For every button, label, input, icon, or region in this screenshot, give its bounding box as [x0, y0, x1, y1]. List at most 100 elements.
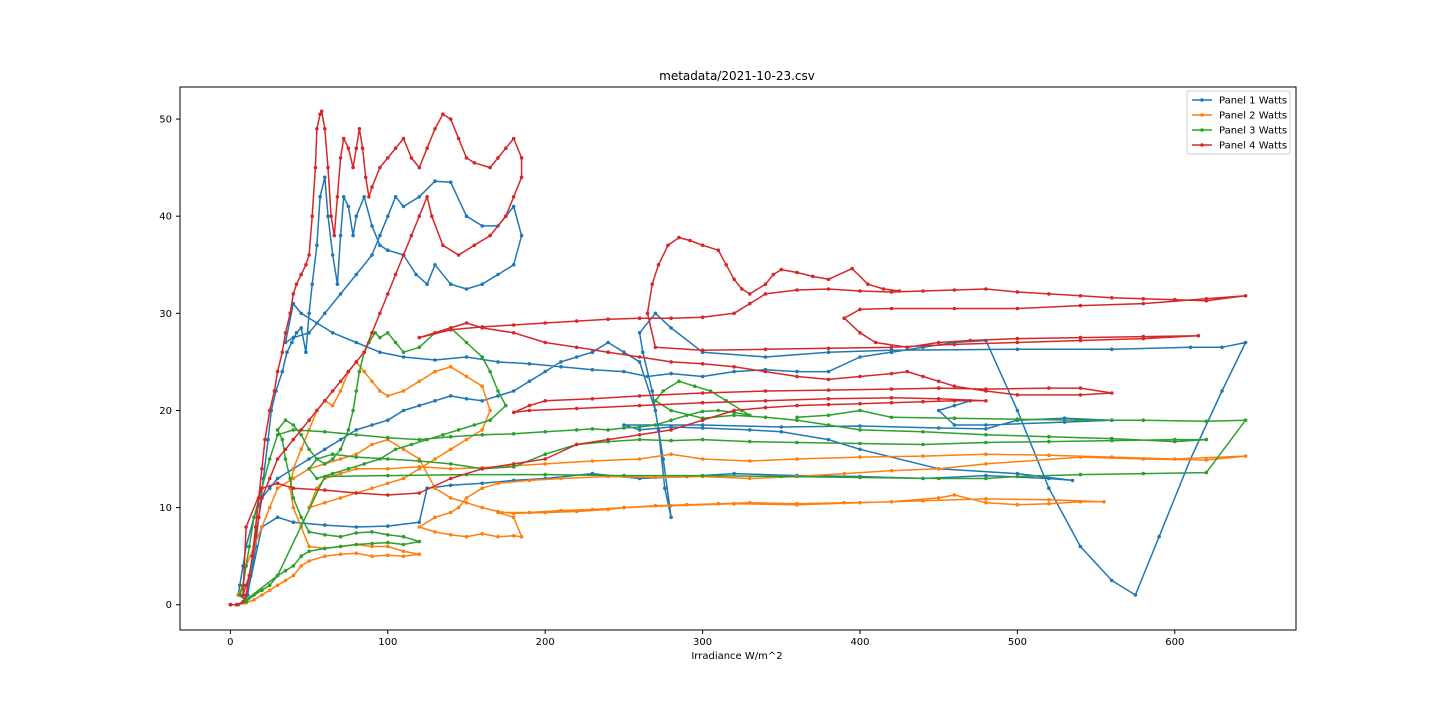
data-point: [795, 457, 799, 461]
data-point: [889, 500, 894, 504]
data-point: [464, 374, 469, 379]
data-point: [826, 437, 831, 442]
data-point: [330, 253, 335, 257]
data-point: [338, 156, 343, 160]
data-point: [842, 316, 846, 321]
data-point: [393, 195, 398, 199]
data-point: [700, 374, 705, 379]
data-point: [543, 369, 547, 374]
data-point: [464, 534, 469, 539]
data-point: [313, 165, 318, 170]
data-point: [952, 306, 957, 311]
data-point: [250, 554, 255, 558]
data-point: [936, 379, 941, 384]
data-point: [889, 387, 894, 391]
data-point: [315, 243, 319, 248]
data-point: [280, 369, 285, 374]
data-point: [290, 340, 294, 345]
data-point: [1204, 297, 1209, 301]
data-point: [338, 447, 343, 452]
data-point: [338, 496, 343, 500]
data-point: [1015, 417, 1020, 422]
data-point: [367, 195, 371, 199]
data-point: [299, 311, 304, 316]
data-point: [622, 423, 626, 427]
data-point: [700, 391, 705, 395]
data-point: [511, 331, 516, 335]
data-point: [386, 467, 390, 471]
data-point: [370, 530, 374, 534]
data-point: [700, 426, 705, 430]
data-point: [511, 410, 516, 415]
data-point: [936, 340, 941, 345]
data-point: [653, 399, 658, 403]
data-point: [291, 292, 296, 296]
data-point: [433, 486, 437, 491]
data-point: [283, 418, 288, 423]
data-point: [346, 467, 351, 471]
data-point: [763, 389, 768, 393]
data-point: [732, 413, 736, 418]
data-point: [700, 409, 705, 414]
data-point: [318, 195, 322, 199]
data-point: [393, 447, 398, 452]
data-point: [378, 165, 382, 170]
data-point: [519, 156, 524, 160]
data-point: [378, 457, 382, 461]
data-point: [393, 146, 398, 150]
data-point: [370, 224, 374, 228]
data-point: [323, 546, 327, 551]
data-point: [283, 331, 288, 335]
data-point: [1204, 419, 1209, 424]
data-point: [543, 452, 547, 457]
y-tick-label: 40: [159, 212, 172, 223]
data-point: [650, 282, 654, 287]
data-point: [763, 405, 768, 410]
data-point: [496, 394, 500, 398]
data-point: [606, 350, 610, 355]
data-point: [574, 428, 579, 432]
data-point: [1047, 501, 1051, 506]
data-point: [275, 515, 280, 520]
data-point: [543, 340, 547, 345]
data-point: [357, 369, 362, 374]
data-point: [425, 282, 429, 287]
data-point: [645, 311, 650, 316]
data-point: [826, 287, 831, 291]
data-point: [433, 457, 437, 461]
data-point: [267, 505, 272, 510]
data-point: [732, 277, 736, 282]
data-point: [1078, 500, 1083, 504]
data-point: [338, 379, 343, 384]
data-point: [260, 588, 264, 592]
data-point: [241, 600, 245, 604]
data-point: [653, 408, 658, 413]
data-point: [401, 389, 406, 393]
data-point: [378, 233, 382, 238]
data-point: [370, 554, 374, 558]
legend-label: Panel 3 Watts: [1219, 126, 1287, 137]
data-point: [1078, 303, 1083, 308]
data-point: [386, 292, 390, 296]
legend-marker: [1200, 128, 1204, 132]
data-point: [401, 253, 406, 257]
data-point: [1141, 418, 1146, 423]
data-point: [716, 501, 721, 506]
data-point: [653, 345, 658, 350]
data-point: [622, 350, 626, 355]
data-point: [1243, 294, 1248, 298]
data-point: [275, 486, 280, 491]
data-point: [252, 515, 256, 520]
data-point: [318, 112, 322, 116]
data-point: [238, 593, 242, 597]
data-point: [338, 544, 343, 549]
data-point: [1015, 408, 1020, 413]
data-point: [637, 394, 642, 398]
data-point: [275, 476, 280, 481]
data-point: [433, 358, 437, 362]
data-point: [386, 533, 390, 537]
data-point: [669, 418, 673, 423]
data-point: [1141, 301, 1146, 306]
data-point: [370, 442, 374, 447]
data-point: [386, 394, 390, 398]
